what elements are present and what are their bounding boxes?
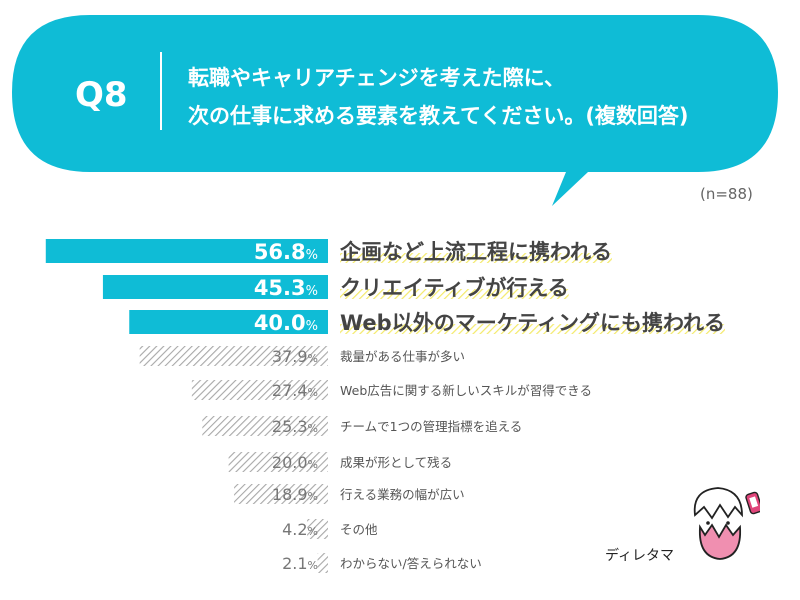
category-label-8: その他 (340, 522, 378, 537)
sample-size: (n=88) (700, 185, 753, 203)
category-label-2: Web以外のマーケティングにも携われる (340, 311, 725, 335)
bar-3 (139, 346, 328, 366)
bar-6 (228, 452, 328, 472)
bar-value-3: 37.9% (272, 347, 318, 366)
question-divider (160, 52, 162, 130)
egg-mascot-icon (693, 487, 760, 560)
category-label-1: クリエイティブが行える (340, 276, 569, 300)
category-label-6: 成果が形として残る (340, 455, 452, 470)
bar-2 (129, 310, 328, 334)
bar-value-6: 20.0% (272, 453, 318, 472)
mascot-label: ディレタマ (605, 548, 675, 564)
question-text-line2: 次の仕事に求める要素を教えてください。(複数回答) (188, 104, 689, 128)
category-label-5: チームで1つの管理指標を追える (340, 419, 522, 434)
bar-value-7: 18.9% (272, 485, 318, 504)
bar-value-1: 45.3% (254, 276, 318, 300)
bar-value-5: 25.3% (272, 417, 318, 436)
question-text-line1: 転職やキャリアチェンジを考えた際に、 (188, 66, 565, 90)
category-label-3: 裁量がある仕事が多い (340, 349, 465, 364)
bar-value-0: 56.8% (254, 240, 318, 264)
bar-value-2: 40.0% (254, 311, 318, 335)
bar-5 (202, 416, 328, 436)
bar-value-8: 4.2% (282, 520, 318, 539)
bar-4 (191, 380, 328, 400)
bar-7 (234, 484, 328, 504)
bar-1 (102, 275, 329, 299)
category-label-0: 企画など上流工程に携われる (339, 240, 612, 264)
bar-value-9: 2.1% (282, 554, 318, 573)
question-number: Q8 (75, 75, 128, 115)
bar-value-4: 27.4% (272, 381, 318, 400)
category-highlight-1 (340, 289, 569, 299)
bar-0 (45, 239, 329, 263)
bar-9 (317, 553, 328, 573)
category-label-7: 行える業務の幅が広い (340, 487, 465, 502)
category-highlight-0 (340, 253, 612, 263)
bar-8 (307, 519, 328, 539)
category-label-9: わからない/答えられない (340, 556, 482, 571)
category-label-4: Web広告に関する新しいスキルが習得できる (340, 383, 592, 398)
category-highlight-2 (340, 324, 725, 334)
